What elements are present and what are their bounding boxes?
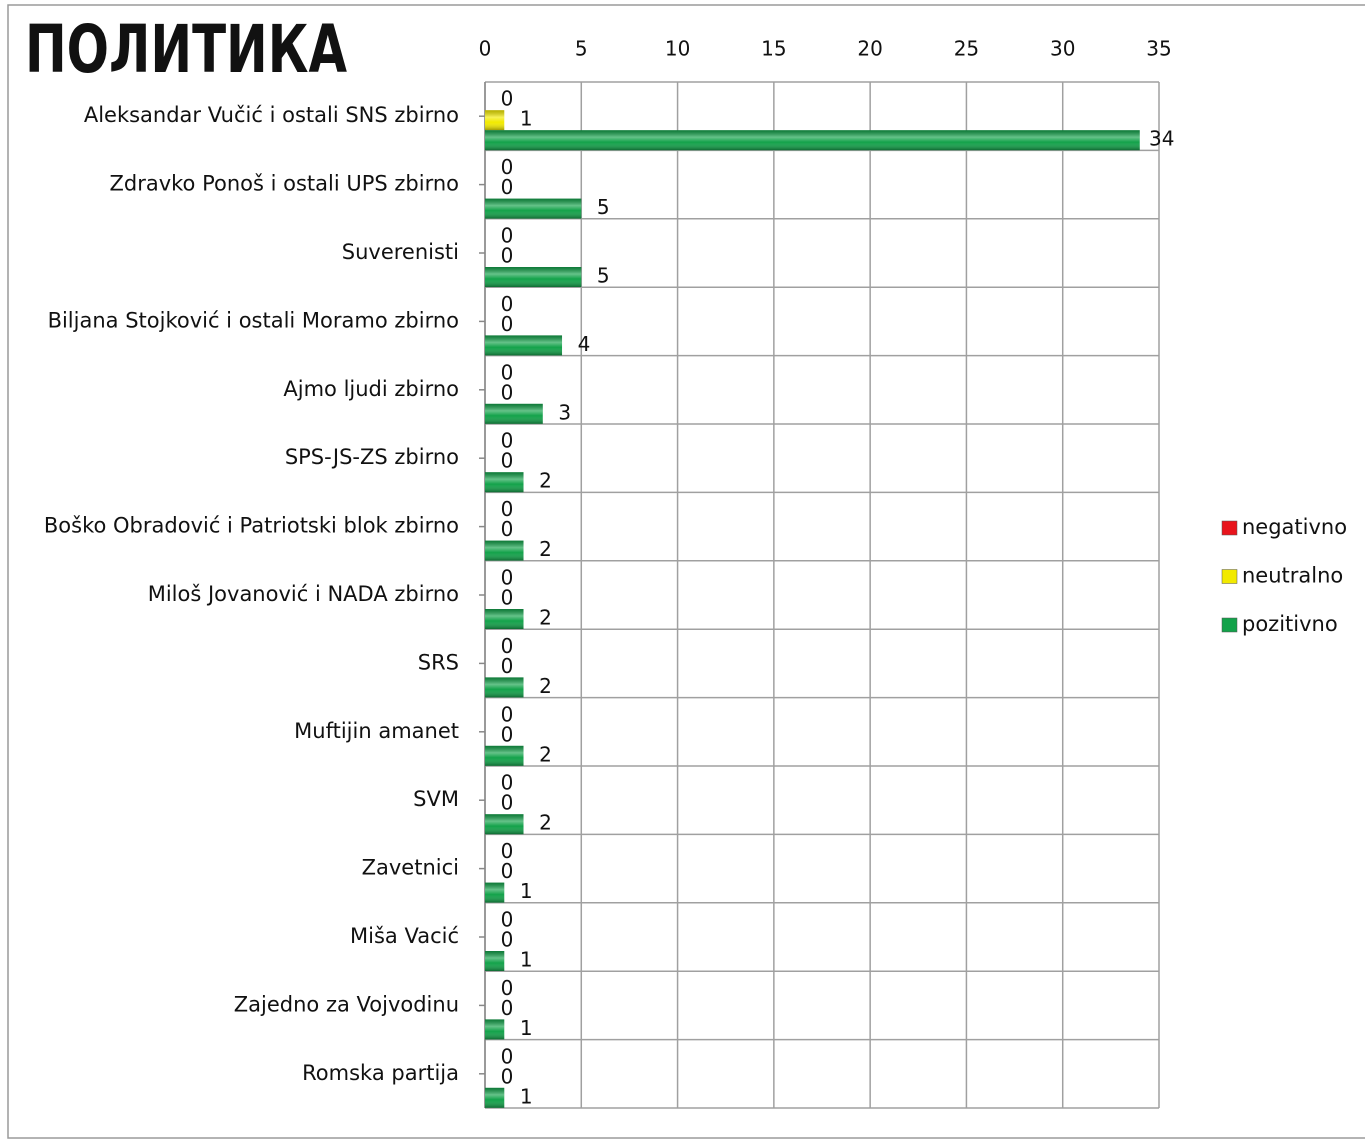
data-label: 0 <box>501 449 514 473</box>
y-tick-label: Romska partija <box>302 1061 459 1085</box>
y-tick-label: Miloš Jovanović i NADA zbirno <box>148 582 459 606</box>
data-label: 5 <box>597 195 610 219</box>
data-label: 0 <box>501 908 514 932</box>
data-label: 0 <box>501 654 514 678</box>
data-label: 0 <box>501 380 514 404</box>
data-label: 0 <box>501 1044 514 1068</box>
data-label: 0 <box>501 928 514 952</box>
data-label: 1 <box>520 107 533 131</box>
legend-label: negativno <box>1242 515 1347 539</box>
bar-shine <box>485 335 563 356</box>
y-tick-label: Zdravko Ponoš i ostali UPS zbirno <box>109 172 459 196</box>
data-label: 0 <box>501 1064 514 1088</box>
data-label: 0 <box>501 791 514 815</box>
bar-shine <box>485 814 524 835</box>
y-tick-label: Aleksandar Vučić i ostali SNS zbirno <box>84 103 459 127</box>
y-tick-label: SVM <box>413 787 459 811</box>
legend-swatch <box>1221 569 1238 584</box>
data-label: 0 <box>501 996 514 1020</box>
bar-shine <box>485 951 505 971</box>
data-label: 0 <box>501 976 514 1000</box>
data-label: 0 <box>501 155 514 179</box>
data-label: 1 <box>520 948 533 972</box>
data-label: 0 <box>501 839 514 863</box>
data-label: 3 <box>558 400 571 424</box>
legend-swatch <box>1221 520 1238 536</box>
x-tick-label: 15 <box>761 37 786 61</box>
y-tick-label: SRS <box>418 650 459 674</box>
data-label: 1 <box>520 1084 533 1108</box>
bar-shine <box>485 1019 505 1040</box>
data-label: 0 <box>501 771 514 795</box>
y-tick-label: Zajedno za Vojvodinu <box>234 992 459 1016</box>
y-tick-label: Biljana Stojković i ostali Moramo zbirno <box>48 308 459 332</box>
data-label: 0 <box>501 517 514 541</box>
data-label: 0 <box>501 175 514 199</box>
data-label: 0 <box>501 566 514 590</box>
legend-label: neutralno <box>1242 564 1343 588</box>
data-label: 2 <box>539 742 552 766</box>
legend-label: pozitivno <box>1242 612 1338 636</box>
data-label: 2 <box>539 537 552 561</box>
data-label: 0 <box>501 87 514 111</box>
y-tick-label: Miša Vacić <box>350 924 459 948</box>
data-label: 34 <box>1149 127 1174 151</box>
data-label: 0 <box>501 497 514 521</box>
data-label: 0 <box>501 859 514 883</box>
x-tick-label: 5 <box>575 37 588 61</box>
bar-shine <box>485 110 505 131</box>
x-tick-label: 35 <box>1146 37 1171 61</box>
legend-swatch <box>1221 617 1238 633</box>
data-label: 2 <box>539 469 552 493</box>
data-label: 2 <box>539 606 552 630</box>
data-label: 0 <box>501 360 514 384</box>
y-tick-label: Ajmo ljudi zbirno <box>283 377 459 401</box>
bar-shine <box>485 677 524 698</box>
bar-shine <box>485 609 524 629</box>
bar-shine <box>485 267 582 287</box>
data-label: 1 <box>520 1016 533 1040</box>
logo: ПОЛИТИКА <box>25 11 347 88</box>
data-label: 5 <box>597 264 610 288</box>
bar-shine <box>485 403 543 424</box>
y-tick-label: Suverenisti <box>342 240 459 264</box>
data-label: 0 <box>501 312 514 336</box>
y-tick-label: SPS-JS-ZS zbirno <box>285 445 459 469</box>
data-label: 1 <box>520 879 533 903</box>
bar-shine <box>485 198 582 219</box>
bar-shine <box>485 130 1140 151</box>
y-tick-label: Zavetnici <box>362 856 459 880</box>
data-label: 0 <box>501 586 514 610</box>
data-label: 0 <box>501 702 514 726</box>
data-label: 0 <box>501 429 514 453</box>
data-label: 0 <box>501 634 514 658</box>
chart-border <box>7 4 1365 1139</box>
data-label: 2 <box>539 674 552 698</box>
x-tick-label: 30 <box>1050 37 1075 61</box>
x-tick-label: 25 <box>954 37 979 61</box>
x-tick-label: 20 <box>857 37 882 61</box>
x-tick-label: 0 <box>479 37 492 61</box>
bar-shine <box>485 882 505 903</box>
bar-shine <box>485 540 524 561</box>
data-label: 0 <box>501 292 514 316</box>
bar-shine <box>485 745 524 766</box>
y-tick-label: Boško Obradović i Patriotski blok zbirno <box>44 514 459 538</box>
data-label: 0 <box>501 722 514 746</box>
bar-shine <box>485 472 524 493</box>
data-label: 4 <box>578 332 591 356</box>
bar-shine <box>485 1087 505 1108</box>
data-label: 0 <box>501 244 514 268</box>
data-label: 0 <box>501 224 514 248</box>
y-tick-label: Muftijin amanet <box>294 719 459 743</box>
x-tick-label: 10 <box>665 37 690 61</box>
data-label: 2 <box>539 811 552 835</box>
